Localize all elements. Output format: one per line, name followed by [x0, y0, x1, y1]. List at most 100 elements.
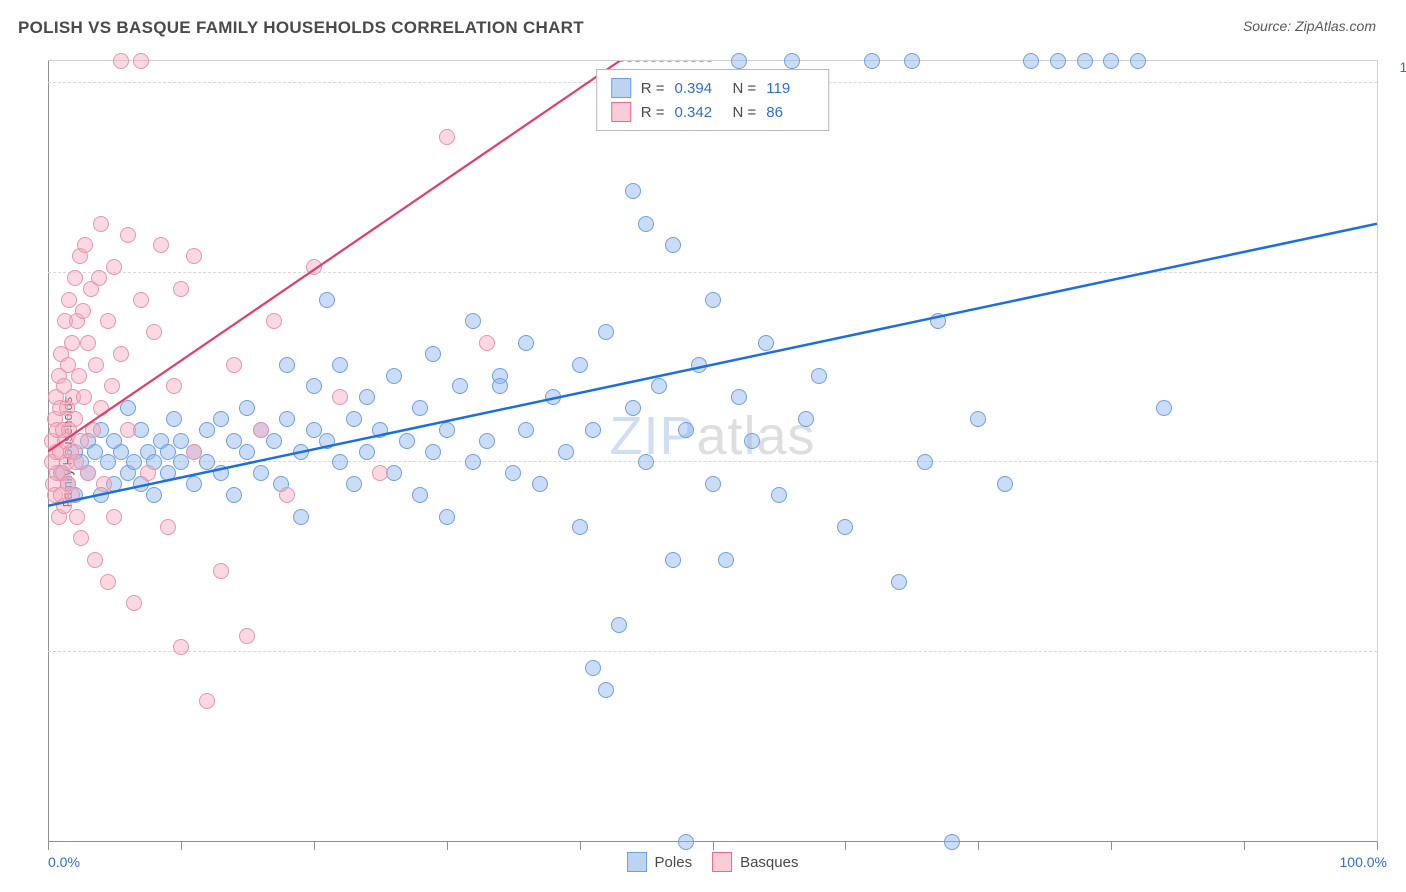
data-point — [279, 357, 295, 373]
data-point — [213, 411, 229, 427]
trend-line — [48, 224, 1377, 506]
data-point — [113, 53, 129, 69]
r-value-basques: 0.342 — [675, 104, 723, 121]
data-point — [718, 552, 734, 568]
x-tick — [1377, 842, 1378, 850]
data-point — [425, 444, 441, 460]
data-point — [73, 530, 89, 546]
data-point — [771, 487, 787, 503]
data-point — [585, 660, 601, 676]
r-value-poles: 0.394 — [675, 80, 723, 97]
data-point — [266, 433, 282, 449]
data-point — [160, 519, 176, 535]
data-point — [133, 292, 149, 308]
data-point — [798, 411, 814, 427]
data-point — [412, 400, 428, 416]
data-point — [465, 313, 481, 329]
correlation-legend: R = 0.394 N = 119 R = 0.342 N = 86 — [596, 69, 830, 131]
data-point — [173, 454, 189, 470]
x-tick — [48, 842, 49, 850]
x-tick — [314, 842, 315, 850]
data-point — [585, 422, 601, 438]
data-point — [64, 487, 80, 503]
data-point — [93, 400, 109, 416]
data-point — [100, 454, 116, 470]
data-point — [186, 248, 202, 264]
x-tick — [447, 842, 448, 850]
data-point — [253, 465, 269, 481]
data-point — [864, 53, 880, 69]
legend-row-basques: R = 0.342 N = 86 — [611, 100, 815, 124]
y-tick-label: 65.0% — [1387, 438, 1406, 454]
data-point — [638, 454, 654, 470]
data-point — [106, 259, 122, 275]
data-point — [758, 335, 774, 351]
data-point — [691, 357, 707, 373]
data-point — [505, 465, 521, 481]
data-point — [731, 53, 747, 69]
data-point — [1023, 53, 1039, 69]
data-point — [88, 357, 104, 373]
grid-line — [48, 651, 1377, 652]
x-axis-min-label: 0.0% — [48, 854, 80, 870]
data-point — [153, 237, 169, 253]
grid-line — [48, 272, 1377, 273]
legend-item-basques: Basques — [712, 852, 798, 872]
data-point — [930, 313, 946, 329]
r-label: R = — [641, 104, 665, 121]
swatch-poles-bottom — [627, 852, 647, 872]
data-point — [1103, 53, 1119, 69]
r-label: R = — [641, 80, 665, 97]
data-point — [77, 237, 93, 253]
x-tick — [1111, 842, 1112, 850]
x-tick — [978, 842, 979, 850]
data-point — [558, 444, 574, 460]
x-tick — [713, 842, 714, 850]
data-point — [146, 324, 162, 340]
data-point — [359, 444, 375, 460]
data-point — [226, 487, 242, 503]
legend-item-poles: Poles — [627, 852, 693, 872]
data-point — [166, 411, 182, 427]
data-point — [64, 335, 80, 351]
data-point — [372, 422, 388, 438]
y-tick-label: 100.0% — [1387, 59, 1406, 75]
legend-label-basques: Basques — [740, 854, 798, 871]
data-point — [120, 227, 136, 243]
data-point — [120, 422, 136, 438]
data-point — [87, 552, 103, 568]
data-point — [306, 259, 322, 275]
data-point — [279, 487, 295, 503]
data-point — [545, 389, 561, 405]
data-point — [386, 368, 402, 384]
data-point — [425, 346, 441, 362]
data-point — [625, 400, 641, 416]
data-point — [412, 487, 428, 503]
data-point — [306, 378, 322, 394]
source-attribution: Source: ZipAtlas.com — [1243, 18, 1376, 34]
data-point — [705, 476, 721, 492]
data-point — [319, 292, 335, 308]
data-point — [173, 639, 189, 655]
data-point — [199, 693, 215, 709]
data-point — [213, 465, 229, 481]
x-tick — [580, 842, 581, 850]
chart-title: POLISH VS BASQUE FAMILY HOUSEHOLDS CORRE… — [18, 18, 584, 38]
data-point — [359, 389, 375, 405]
data-point — [1130, 53, 1146, 69]
data-point — [784, 53, 800, 69]
data-point — [106, 509, 122, 525]
data-point — [93, 216, 109, 232]
data-point — [465, 454, 481, 470]
data-point — [665, 552, 681, 568]
data-point — [75, 303, 91, 319]
data-point — [518, 335, 534, 351]
n-value-poles: 119 — [766, 80, 814, 97]
data-point — [67, 411, 83, 427]
data-point — [69, 509, 85, 525]
data-point — [1050, 53, 1066, 69]
data-point — [239, 628, 255, 644]
data-point — [186, 444, 202, 460]
data-point — [944, 834, 960, 850]
plot-area: ZIPatlas R = 0.394 N = 119 R = 0.342 N =… — [48, 60, 1378, 842]
